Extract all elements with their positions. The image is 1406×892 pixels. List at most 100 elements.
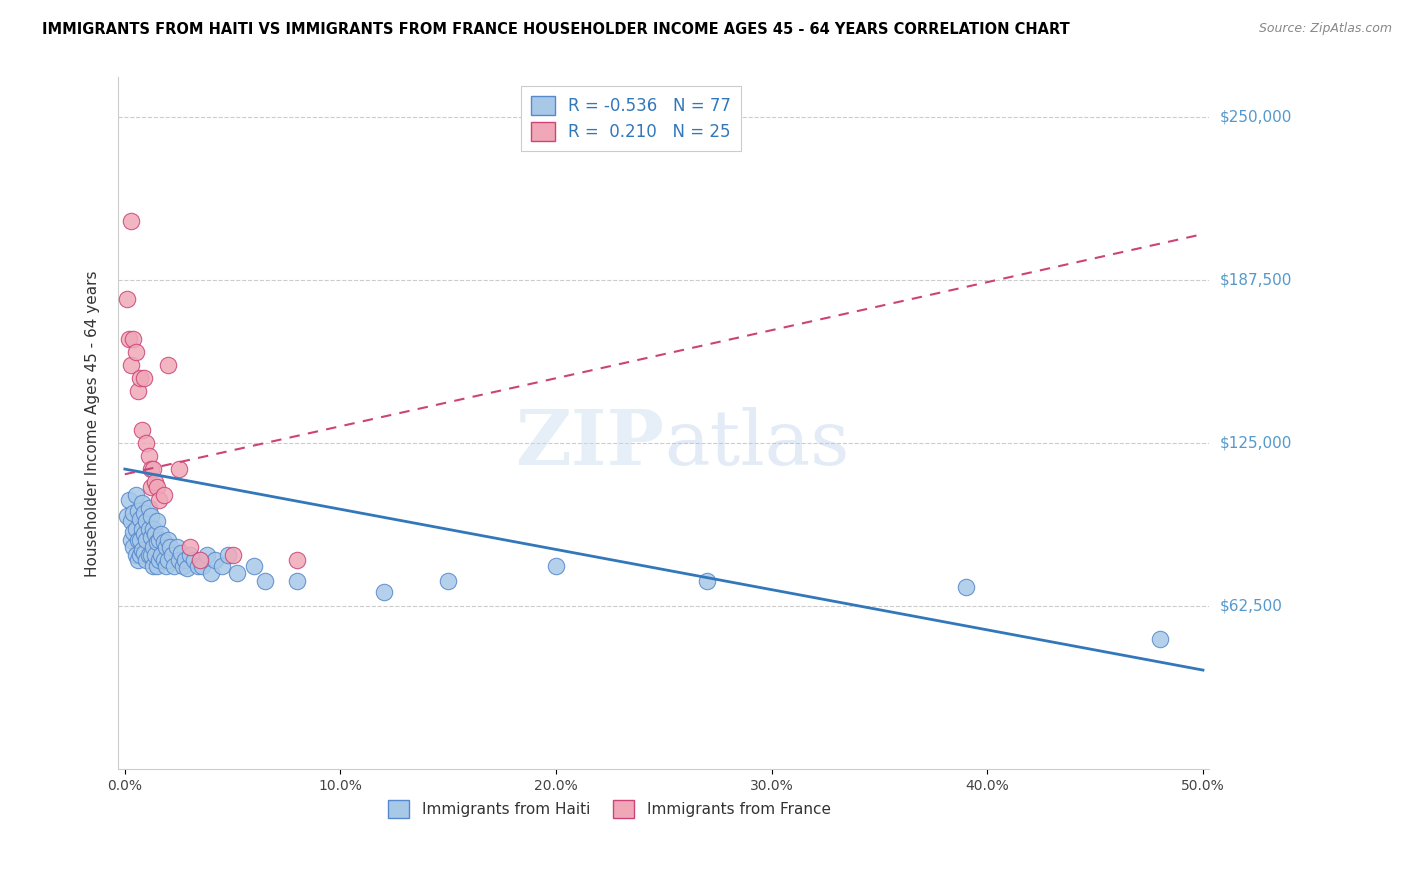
Point (120, 358, 142, 372)
Point (129, 533, 152, 547)
Text: ZIP: ZIP (515, 407, 664, 481)
Point (152, 535, 174, 549)
Point (131, 423, 153, 437)
Point (139, 548, 162, 562)
Point (134, 507, 156, 521)
Point (150, 548, 173, 562)
Point (191, 558, 214, 573)
Point (143, 548, 166, 562)
Point (148, 533, 170, 547)
Point (176, 561, 198, 575)
Point (187, 558, 209, 573)
Point (142, 541, 165, 555)
Point (150, 527, 173, 541)
Point (129, 548, 152, 562)
Point (115, 293, 138, 307)
Point (122, 524, 145, 539)
Point (696, 574, 718, 589)
Point (146, 558, 169, 573)
Point (122, 541, 145, 555)
Point (139, 480, 162, 494)
Point (135, 436, 157, 450)
Point (167, 553, 190, 567)
Point (183, 553, 205, 567)
Point (124, 344, 146, 359)
Point (156, 533, 179, 547)
Point (146, 480, 169, 494)
Point (146, 514, 169, 528)
Point (179, 541, 201, 555)
Point (166, 541, 188, 555)
Point (179, 548, 201, 562)
Point (217, 548, 239, 562)
Point (167, 462, 190, 476)
Point (120, 214, 142, 228)
Point (174, 553, 197, 567)
Point (437, 574, 460, 589)
Point (129, 370, 152, 384)
Point (142, 558, 165, 573)
Point (148, 553, 170, 567)
Point (143, 475, 166, 489)
Point (170, 546, 193, 560)
Point (124, 548, 146, 562)
Point (115, 509, 138, 524)
Point (124, 488, 146, 502)
Point (120, 533, 142, 547)
Point (134, 370, 156, 384)
Point (131, 496, 153, 510)
Point (155, 541, 177, 555)
Point (139, 509, 162, 524)
Text: $125,000: $125,000 (1220, 435, 1292, 450)
Y-axis label: Householder Income Ages 45 - 64 years: Householder Income Ages 45 - 64 years (86, 270, 100, 576)
Point (131, 543, 153, 558)
Text: $62,500: $62,500 (1220, 599, 1284, 614)
Point (1149, 632, 1171, 646)
Point (138, 449, 160, 463)
Text: $250,000: $250,000 (1220, 109, 1292, 124)
Point (221, 548, 243, 562)
Point (138, 548, 160, 562)
Point (373, 584, 395, 599)
Point (156, 553, 179, 567)
Point (152, 553, 174, 567)
Point (135, 553, 157, 567)
Point (204, 553, 226, 567)
Point (134, 527, 156, 541)
Point (163, 558, 186, 573)
Point (152, 488, 174, 502)
Text: $187,500: $187,500 (1220, 272, 1292, 287)
Point (155, 558, 177, 573)
Point (200, 566, 222, 581)
Point (146, 535, 169, 549)
Point (955, 580, 977, 594)
Point (134, 546, 156, 560)
Point (138, 501, 160, 516)
Point (118, 493, 141, 508)
Point (127, 504, 149, 518)
Point (127, 553, 149, 567)
Text: Source: ZipAtlas.com: Source: ZipAtlas.com (1258, 22, 1392, 36)
Point (124, 522, 146, 536)
Point (138, 522, 160, 536)
Point (131, 522, 153, 536)
Point (159, 541, 181, 555)
Point (546, 558, 568, 573)
Point (195, 548, 218, 562)
Point (139, 530, 162, 544)
Point (156, 358, 179, 372)
Point (143, 527, 166, 541)
Point (162, 548, 184, 562)
Point (188, 553, 211, 567)
Point (148, 493, 170, 508)
Point (122, 507, 145, 521)
Point (129, 511, 152, 525)
Point (118, 332, 141, 346)
Point (142, 462, 165, 476)
Point (253, 574, 276, 589)
Point (122, 332, 145, 346)
Point (142, 522, 165, 536)
Point (127, 533, 149, 547)
Point (127, 384, 149, 398)
Point (139, 462, 162, 476)
